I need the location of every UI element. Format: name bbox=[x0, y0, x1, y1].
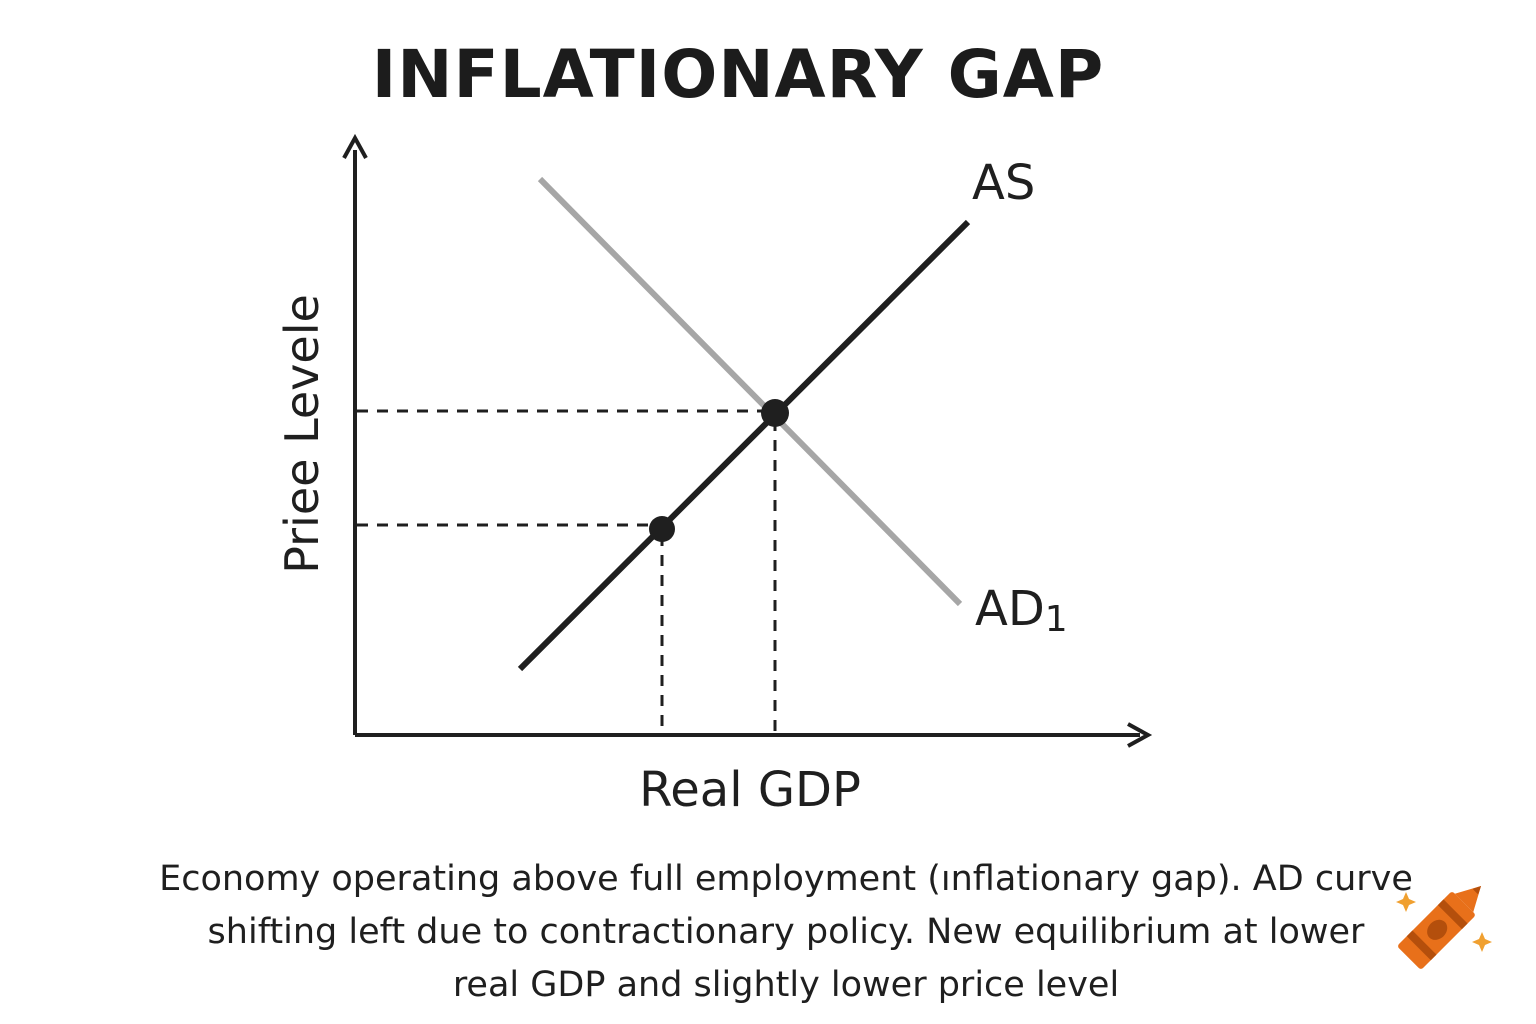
guide-lines bbox=[357, 409, 777, 733]
ad-curve-label-subscript: 1 bbox=[1045, 599, 1068, 640]
new-equilibrium-point bbox=[649, 516, 675, 542]
as-curve-label: AS bbox=[972, 155, 1035, 211]
diagram-title: INFLATIONARY GAP bbox=[371, 36, 1105, 113]
axes bbox=[342, 133, 1153, 748]
y-axis-label: Priee Levele bbox=[275, 294, 329, 574]
caption-line-3: real GDP and slightly lower price level bbox=[452, 965, 1120, 1005]
caption-line-1: Economy operating above full employment … bbox=[159, 859, 1413, 899]
x-axis-arrowhead bbox=[1127, 722, 1153, 748]
x-axis-label: Real GDP bbox=[639, 762, 861, 818]
y-axis-arrowhead bbox=[342, 133, 368, 159]
ad-curve bbox=[537, 176, 963, 607]
crayon-icon bbox=[1396, 885, 1492, 969]
diagram-caption: Economy operating above full employment … bbox=[118, 853, 1454, 1012]
ad-curve-label: AD1 bbox=[975, 581, 1068, 640]
original-equilibrium-point bbox=[761, 399, 789, 427]
as-curve bbox=[517, 219, 971, 672]
ad-curve-label-main: AD bbox=[975, 581, 1045, 637]
caption-line-2: shifting left due to contractionary poli… bbox=[207, 912, 1365, 952]
